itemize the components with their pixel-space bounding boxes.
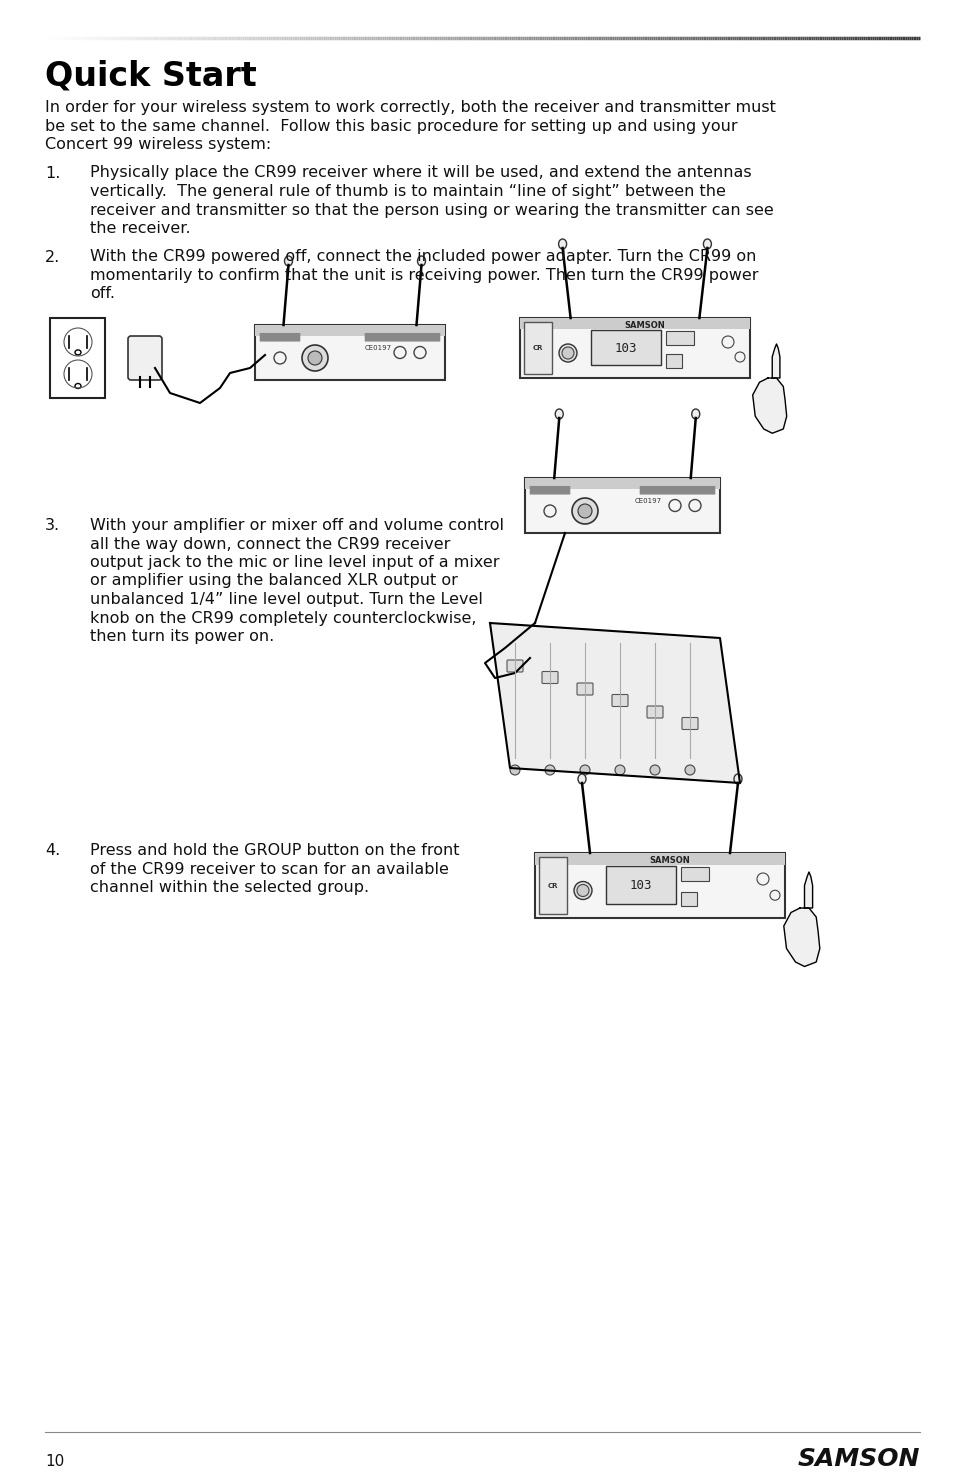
FancyBboxPatch shape: [254, 324, 444, 381]
FancyBboxPatch shape: [524, 478, 720, 532]
FancyBboxPatch shape: [519, 319, 749, 329]
Text: knob on the CR99 completely counterclockwise,: knob on the CR99 completely counterclock…: [90, 611, 476, 625]
Text: With the CR99 powered off, connect the included power adapter. Turn the CR99 on: With the CR99 powered off, connect the i…: [90, 249, 756, 264]
Text: CR: CR: [532, 345, 542, 351]
Polygon shape: [752, 378, 786, 434]
Text: Physically place the CR99 receiver where it will be used, and extend the antenna: Physically place the CR99 receiver where…: [90, 165, 751, 180]
Polygon shape: [490, 622, 740, 783]
Text: receiver and transmitter so that the person using or wearing the transmitter can: receiver and transmitter so that the per…: [90, 202, 773, 217]
Ellipse shape: [615, 766, 624, 774]
Text: 1.: 1.: [45, 165, 60, 180]
Text: 10: 10: [45, 1454, 64, 1469]
FancyBboxPatch shape: [541, 671, 558, 683]
Text: the receiver.: the receiver.: [90, 221, 191, 236]
Text: off.: off.: [90, 286, 115, 301]
FancyBboxPatch shape: [665, 354, 681, 367]
FancyBboxPatch shape: [680, 892, 697, 906]
Polygon shape: [783, 909, 819, 966]
FancyBboxPatch shape: [506, 659, 522, 673]
FancyBboxPatch shape: [681, 717, 698, 730]
FancyBboxPatch shape: [254, 324, 444, 336]
Polygon shape: [803, 872, 812, 909]
FancyBboxPatch shape: [128, 336, 162, 381]
Text: Concert 99 wireless system:: Concert 99 wireless system:: [45, 137, 271, 152]
Text: 2.: 2.: [45, 249, 60, 264]
FancyBboxPatch shape: [680, 867, 708, 881]
FancyBboxPatch shape: [590, 330, 660, 366]
Text: SAMSON: SAMSON: [797, 1447, 919, 1471]
Polygon shape: [771, 344, 780, 378]
Ellipse shape: [574, 882, 592, 900]
Ellipse shape: [555, 409, 562, 419]
Ellipse shape: [544, 766, 555, 774]
FancyBboxPatch shape: [519, 319, 749, 378]
FancyBboxPatch shape: [524, 478, 720, 490]
Ellipse shape: [702, 239, 711, 249]
Ellipse shape: [649, 766, 659, 774]
Ellipse shape: [510, 766, 519, 774]
FancyBboxPatch shape: [538, 857, 566, 914]
Text: CE0197: CE0197: [365, 345, 392, 351]
Text: 3.: 3.: [45, 518, 60, 532]
FancyBboxPatch shape: [639, 485, 715, 494]
Text: In order for your wireless system to work correctly, both the receiver and trans: In order for your wireless system to wor…: [45, 100, 775, 115]
Text: unbalanced 1/4” line level output. Turn the Level: unbalanced 1/4” line level output. Turn …: [90, 591, 482, 608]
FancyBboxPatch shape: [529, 485, 570, 494]
Ellipse shape: [578, 504, 592, 518]
Ellipse shape: [561, 347, 574, 358]
Text: of the CR99 receiver to scan for an available: of the CR99 receiver to scan for an avai…: [90, 861, 449, 876]
Ellipse shape: [417, 257, 425, 266]
Text: CR: CR: [547, 882, 558, 888]
Text: vertically.  The general rule of thumb is to maintain “line of sight” between th: vertically. The general rule of thumb is…: [90, 184, 725, 199]
Text: 4.: 4.: [45, 844, 60, 858]
Text: channel within the selected group.: channel within the selected group.: [90, 881, 369, 895]
Text: With your amplifier or mixer off and volume control: With your amplifier or mixer off and vol…: [90, 518, 503, 532]
Text: 103: 103: [614, 342, 637, 354]
Text: then turn its power on.: then turn its power on.: [90, 628, 274, 645]
Ellipse shape: [302, 345, 328, 372]
Ellipse shape: [572, 499, 598, 524]
Text: or amplifier using the balanced XLR output or: or amplifier using the balanced XLR outp…: [90, 574, 457, 589]
Ellipse shape: [684, 766, 695, 774]
Ellipse shape: [558, 239, 566, 249]
Ellipse shape: [691, 409, 699, 419]
Text: CE0197: CE0197: [635, 497, 661, 504]
Text: Press and hold the GROUP button on the front: Press and hold the GROUP button on the f…: [90, 844, 459, 858]
FancyBboxPatch shape: [605, 866, 676, 904]
FancyBboxPatch shape: [577, 683, 593, 695]
FancyBboxPatch shape: [612, 695, 627, 707]
Ellipse shape: [577, 885, 588, 897]
FancyBboxPatch shape: [259, 333, 300, 342]
Text: Quick Start: Quick Start: [45, 60, 256, 93]
Ellipse shape: [733, 774, 741, 785]
Text: SAMSON: SAMSON: [624, 320, 664, 330]
FancyBboxPatch shape: [646, 707, 662, 718]
Text: SAMSON: SAMSON: [649, 857, 690, 866]
FancyBboxPatch shape: [535, 853, 784, 917]
Text: 103: 103: [629, 879, 652, 892]
FancyBboxPatch shape: [523, 322, 552, 375]
Ellipse shape: [308, 351, 322, 364]
Ellipse shape: [579, 766, 589, 774]
Text: all the way down, connect the CR99 receiver: all the way down, connect the CR99 recei…: [90, 537, 450, 552]
FancyBboxPatch shape: [364, 333, 440, 342]
FancyBboxPatch shape: [535, 853, 784, 864]
Text: output jack to the mic or line level input of a mixer: output jack to the mic or line level inp…: [90, 555, 499, 569]
FancyBboxPatch shape: [51, 319, 106, 398]
Ellipse shape: [578, 774, 585, 785]
Ellipse shape: [284, 257, 293, 266]
Text: be set to the same channel.  Follow this basic procedure for setting up and usin: be set to the same channel. Follow this …: [45, 118, 737, 134]
Ellipse shape: [558, 344, 577, 361]
FancyBboxPatch shape: [665, 332, 693, 345]
Text: momentarily to confirm that the unit is receiving power. Then turn the CR99 powe: momentarily to confirm that the unit is …: [90, 268, 758, 283]
